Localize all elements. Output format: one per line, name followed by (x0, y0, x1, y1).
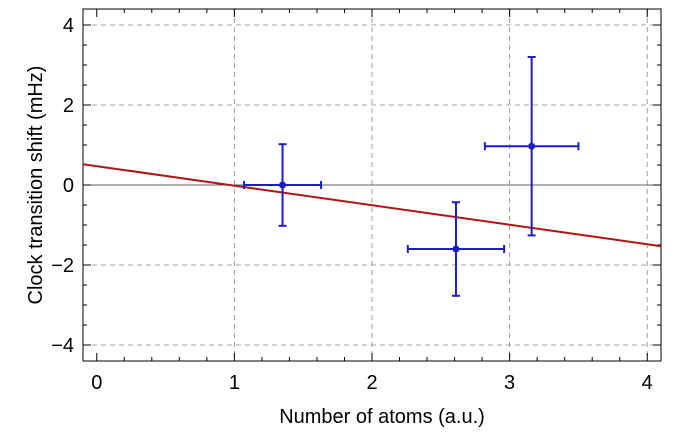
fit-line (82, 163, 662, 248)
data-point (243, 143, 323, 227)
y-tick-label: −4 (51, 335, 74, 357)
data-marker (452, 245, 460, 253)
ticks (83, 9, 661, 361)
x-tick-label: 0 (91, 372, 102, 394)
data-point (406, 201, 506, 297)
tick-labels: 0 1 2 3 4 −4 −2 0 2 4 (51, 15, 653, 394)
y-tick-label: 0 (63, 175, 74, 197)
y-tick-label: −2 (51, 255, 74, 277)
x-tick-label: 1 (229, 372, 240, 394)
y-tick-label: 4 (63, 15, 74, 37)
data-points (243, 56, 580, 297)
x-tick-label: 3 (504, 372, 515, 394)
x-tick-label: 2 (366, 372, 377, 394)
y-tick-label: 2 (63, 95, 74, 117)
x-axis-title: Number of atoms (a.u.) (279, 406, 485, 428)
x-tick-label: 4 (642, 372, 653, 394)
data-marker (279, 181, 287, 189)
data-marker (528, 142, 536, 150)
y-axis-title: Clock transition shift (mHz) (25, 66, 47, 305)
data-point (483, 56, 580, 237)
